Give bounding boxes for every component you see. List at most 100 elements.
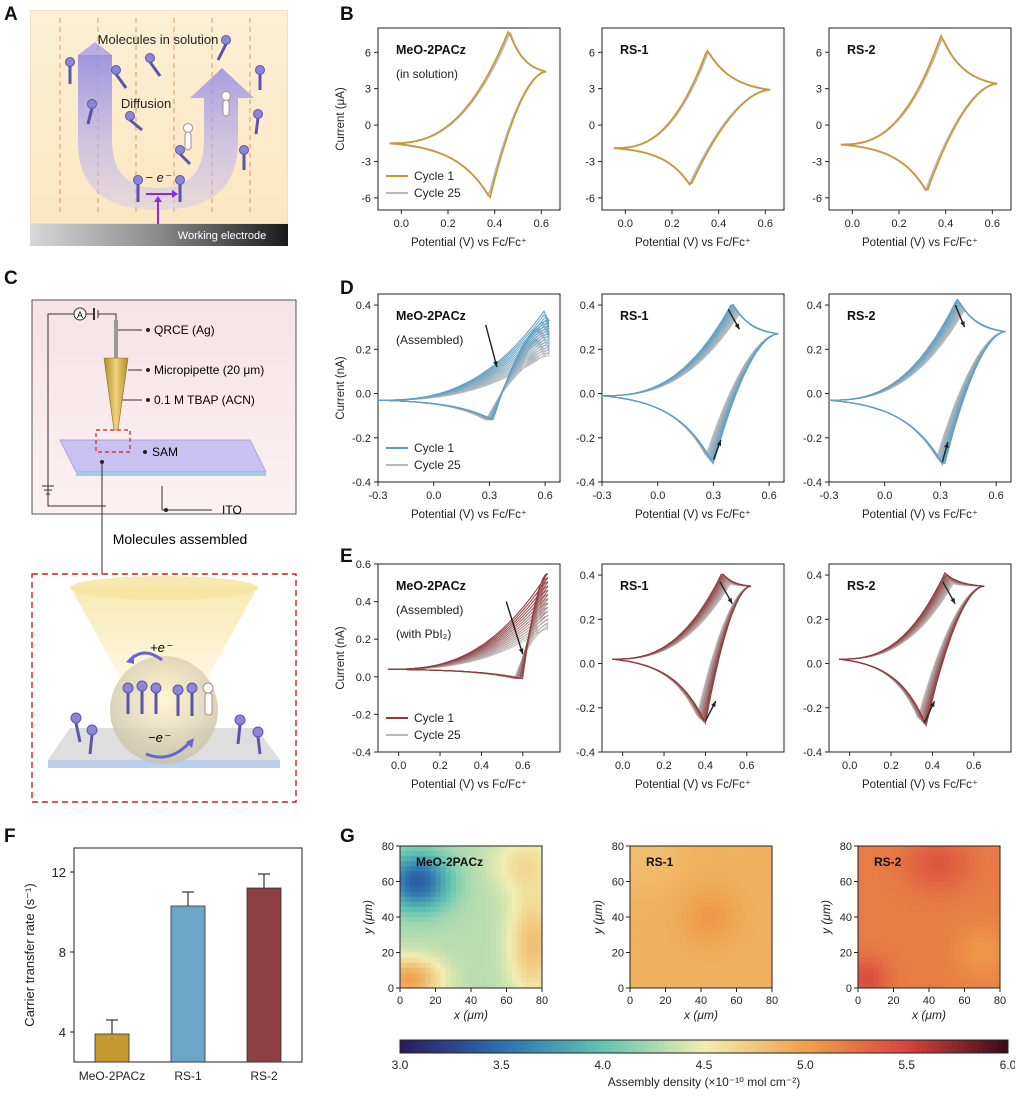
y-tick-label: 8 <box>59 945 66 960</box>
heatmap-cell <box>716 967 722 974</box>
heatmap-cell <box>690 851 697 857</box>
heatmap-cell <box>701 967 707 974</box>
heatmap-cell <box>635 881 641 887</box>
heatmap-cell <box>893 932 899 938</box>
heatmap-cell <box>944 886 950 893</box>
heatmap-cell <box>450 866 457 872</box>
heatmap-cell <box>486 896 492 903</box>
heatmap-cell <box>506 947 512 953</box>
heatmap-cell <box>863 922 869 928</box>
heatmap-cell <box>695 856 702 862</box>
y-tick-label: -0.4 <box>352 747 371 759</box>
colorbar-segment <box>871 1040 877 1053</box>
colorbar-segment <box>693 1040 700 1053</box>
heatmap-cell <box>481 881 487 887</box>
heatmap-cell <box>660 896 666 903</box>
heatmap-cell <box>516 886 523 893</box>
cv-compound-name: MeO-2PACz <box>396 43 466 57</box>
heatmap-cell <box>531 952 538 958</box>
heatmap-cell <box>964 881 970 887</box>
heatmap-cell <box>665 881 671 887</box>
heatmap-cell <box>741 972 748 979</box>
heatmap-cell <box>660 917 666 923</box>
heatmap-cell <box>994 901 1001 908</box>
heatmap-cell <box>420 967 426 974</box>
heatmap-cell <box>766 881 773 887</box>
heatmap-cell <box>711 891 717 898</box>
colorbar-segment <box>562 1040 568 1053</box>
heatmap-cell <box>536 972 543 979</box>
heatmap-cell <box>858 972 864 979</box>
colorbar-segment <box>754 1040 761 1053</box>
heatmap-cell <box>893 922 899 928</box>
heatmap-cell <box>435 891 441 898</box>
heatmap-cell <box>954 866 960 872</box>
heatmap-cell <box>630 906 636 913</box>
heatmap-cell <box>888 922 894 928</box>
heatmap-cell <box>893 947 899 953</box>
heatmap-cell <box>690 881 697 887</box>
heatmap-cell <box>761 927 768 933</box>
heatmap-cell <box>685 922 692 928</box>
heatmap-cell <box>883 937 889 943</box>
heatmap-cell <box>711 911 717 918</box>
heatmap-cell <box>665 917 671 923</box>
heatmap-cell <box>400 861 406 867</box>
heatmap-cell <box>415 977 421 984</box>
x-tick-label: 0.3 <box>482 490 497 502</box>
heatmap-cell <box>655 952 661 958</box>
heatmap-cell <box>415 982 421 989</box>
heatmap-cell <box>430 932 436 938</box>
heatmap-cell <box>675 891 682 898</box>
heatmap-cell <box>536 932 543 938</box>
heatmap-cell <box>756 861 763 867</box>
heatmap-cell <box>756 927 763 933</box>
heatmap-cell <box>979 881 986 887</box>
heatmap-cell <box>516 947 523 953</box>
heatmap-cell <box>721 957 727 964</box>
heatmap-cell <box>939 896 945 903</box>
heatmap-cell <box>536 856 543 862</box>
heatmap-cell <box>476 927 482 933</box>
colorbar-segment <box>683 1040 690 1053</box>
heatmap-cell <box>526 937 533 943</box>
colorbar-segment <box>648 1040 654 1053</box>
cv-cycle-curve <box>612 573 752 725</box>
heatmap-cell <box>501 911 507 918</box>
heatmap-cell <box>918 977 925 984</box>
heatmap-cell <box>471 901 477 908</box>
heatmap-cell <box>726 846 732 852</box>
heatmap-cell <box>481 906 487 913</box>
heatmap-cell <box>511 927 518 933</box>
plot-frame <box>601 27 785 211</box>
heatmap-cell <box>746 876 753 882</box>
heatmap-cell <box>640 851 646 857</box>
heatmap-cell <box>944 957 950 964</box>
heatmap-cell <box>695 891 702 898</box>
heatmap-cell <box>751 876 758 882</box>
heatmap-cell <box>761 947 768 953</box>
heatmap-cell <box>430 957 436 964</box>
heatmap-cell <box>630 866 636 872</box>
heatmap-cell <box>888 901 894 908</box>
heatmap-cell <box>440 917 447 923</box>
heatmap-cell <box>883 911 889 918</box>
heatmap-cell <box>873 881 879 887</box>
heatmap-cell <box>726 866 732 872</box>
heatmap-cell <box>635 967 641 974</box>
heatmap-cell <box>873 962 879 969</box>
heatmap-cell <box>716 942 722 948</box>
heatmap-cell <box>445 917 452 923</box>
heatmap-cell <box>934 861 940 867</box>
heatmap-cell <box>918 886 925 893</box>
heatmap-cell <box>400 977 406 984</box>
cv-cycle1-curve <box>389 30 547 199</box>
heatmap-cell <box>893 977 899 984</box>
heatmap-cell <box>954 967 960 974</box>
heatmap-cell <box>440 942 447 948</box>
heatmap-cell <box>496 952 502 958</box>
heatmap-cell <box>918 922 925 928</box>
heatmap-cell <box>415 886 421 893</box>
heatmap-cell <box>994 861 1001 867</box>
heatmap-cell <box>711 851 717 857</box>
